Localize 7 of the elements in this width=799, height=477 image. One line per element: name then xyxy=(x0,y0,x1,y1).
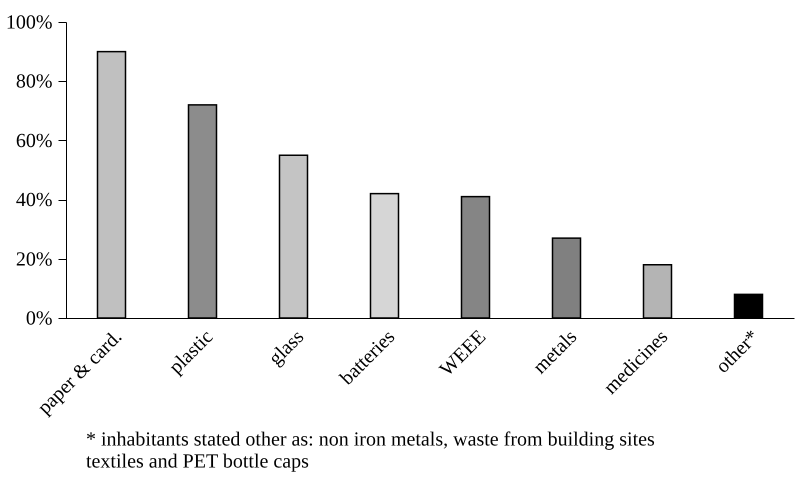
text: * inhabitants stated other as: non iron metals, waste from building sites textiles and PET bottle caps xyxy=(86,428,656,472)
y-tick-label: 60% xyxy=(16,130,52,152)
y-tick-label: 0% xyxy=(26,308,52,330)
y-tick-label: 20% xyxy=(16,248,52,270)
y-tick-label: 40% xyxy=(16,189,52,212)
y-tick-label: 100% xyxy=(6,12,52,34)
y-tick-label: 80% xyxy=(16,70,52,93)
